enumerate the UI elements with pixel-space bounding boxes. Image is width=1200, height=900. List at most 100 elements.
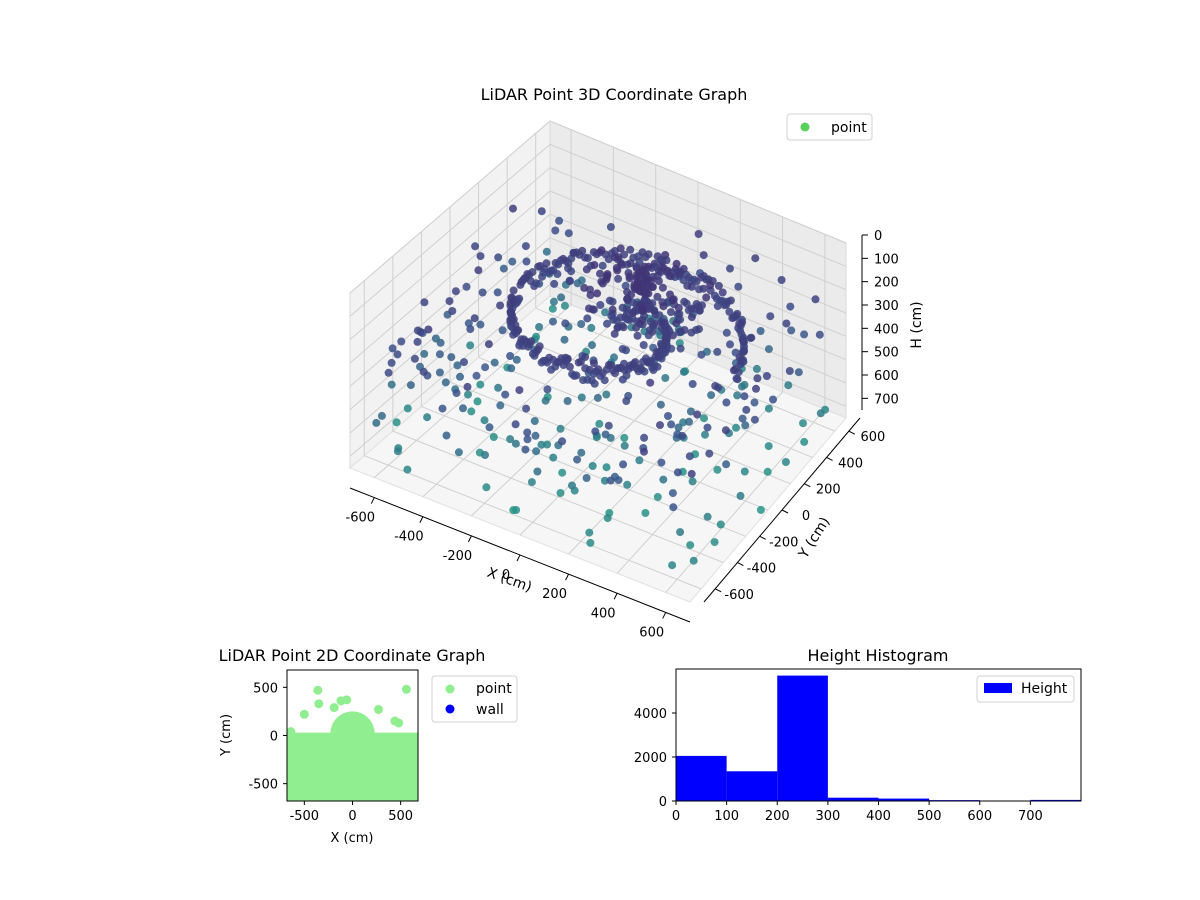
point-3d — [595, 419, 604, 428]
z-tick-label-3d: 200 — [874, 276, 899, 291]
point-3d — [794, 368, 803, 377]
point-3d — [726, 296, 735, 305]
point-3d — [454, 448, 463, 457]
point-3d — [601, 308, 610, 317]
point-3d — [577, 448, 586, 457]
point-3d — [646, 378, 655, 387]
point-3d — [664, 412, 672, 420]
point-3d — [762, 372, 771, 380]
point-3d — [471, 242, 480, 251]
point-3d — [702, 293, 711, 302]
point-3d — [736, 491, 745, 500]
point-3d — [632, 323, 641, 332]
chart-2d-title: LiDAR Point 2D Coordinate Graph — [219, 646, 486, 665]
legend-histogram-swatch — [984, 683, 1012, 693]
grid-line-y — [392, 430, 724, 564]
point-3d — [551, 226, 560, 235]
point-3d — [630, 280, 639, 289]
legend-histogram: Height — [976, 675, 1075, 703]
point-3d — [685, 452, 694, 461]
point-3d — [787, 326, 796, 335]
point-3d — [416, 328, 425, 336]
point-3d — [377, 411, 386, 420]
point-3d — [602, 463, 611, 472]
z-tick-label-3d: 500 — [874, 346, 899, 361]
point-3d — [739, 338, 748, 346]
point-3d — [614, 274, 623, 283]
z-tick-label-3d: 600 — [874, 369, 899, 384]
point-3d — [578, 246, 587, 255]
point-3d — [638, 316, 647, 324]
point-3d — [527, 478, 536, 487]
point-3d — [753, 374, 762, 383]
histogram-bars — [676, 675, 1081, 801]
point-3d — [620, 433, 629, 442]
point-3d — [419, 367, 428, 376]
point-3d — [675, 309, 684, 318]
point-3d — [545, 353, 554, 362]
point-3d — [635, 456, 644, 465]
y-tick-label-3d: 400 — [838, 456, 863, 471]
point-3d — [548, 304, 557, 313]
point-3d — [686, 407, 695, 416]
point-3d — [653, 292, 662, 301]
point-3d — [387, 380, 396, 389]
point-3d — [593, 393, 602, 402]
point-3d — [466, 325, 475, 334]
point-3d — [638, 248, 647, 257]
point-3d — [522, 404, 531, 413]
point-3d — [613, 323, 622, 332]
point-3d — [661, 374, 670, 382]
point-3d — [722, 460, 731, 469]
x-tick-label-histogram: 400 — [866, 809, 891, 824]
point-3d — [608, 297, 617, 306]
point-3d — [392, 418, 401, 427]
point-cloud-fill — [287, 732, 418, 801]
point-3d — [750, 415, 759, 424]
point-3d — [735, 353, 744, 362]
point-3d — [687, 304, 696, 313]
point-3d — [603, 319, 611, 328]
point-3d — [533, 467, 542, 476]
point-3d — [523, 270, 532, 278]
point-3d — [701, 430, 709, 439]
point-3d — [597, 246, 606, 255]
point-3d — [388, 344, 397, 353]
point-3d — [800, 330, 809, 339]
point-3d — [476, 320, 485, 329]
point-3d — [732, 374, 741, 383]
point-3d — [586, 538, 595, 547]
point-cloud-dome — [330, 711, 375, 756]
point-3d — [742, 405, 751, 414]
point-3d — [472, 371, 481, 380]
point-3d — [547, 266, 555, 275]
point-3d — [641, 509, 650, 517]
point-3d — [501, 390, 510, 399]
point-3d — [588, 341, 596, 350]
point-3d — [543, 440, 552, 449]
point-3d — [582, 474, 591, 482]
point-3d — [698, 301, 706, 310]
point-3d — [441, 378, 450, 387]
point-3d — [644, 262, 653, 271]
point-3d — [588, 462, 597, 470]
point-3d — [669, 503, 678, 512]
point-2d — [329, 703, 339, 713]
point-3d — [621, 281, 630, 290]
point-3d — [438, 404, 447, 413]
point-2d — [299, 709, 309, 719]
point-3d — [537, 207, 546, 216]
y-tick-label-3d: -600 — [724, 588, 754, 603]
point-3d — [688, 380, 697, 388]
point-3d — [680, 297, 689, 306]
x-tick-label-2d: 500 — [388, 809, 413, 824]
point-3d — [556, 424, 565, 433]
x-tick-label-3d: -600 — [346, 511, 376, 526]
point-3d — [478, 288, 487, 297]
y-tick-label-histogram: 0 — [659, 795, 667, 810]
x-tick-3d — [370, 497, 375, 504]
point-3d — [714, 281, 723, 290]
point-3d — [738, 414, 747, 423]
point-3d — [815, 330, 824, 339]
y-tick-label-3d: -200 — [769, 535, 799, 550]
